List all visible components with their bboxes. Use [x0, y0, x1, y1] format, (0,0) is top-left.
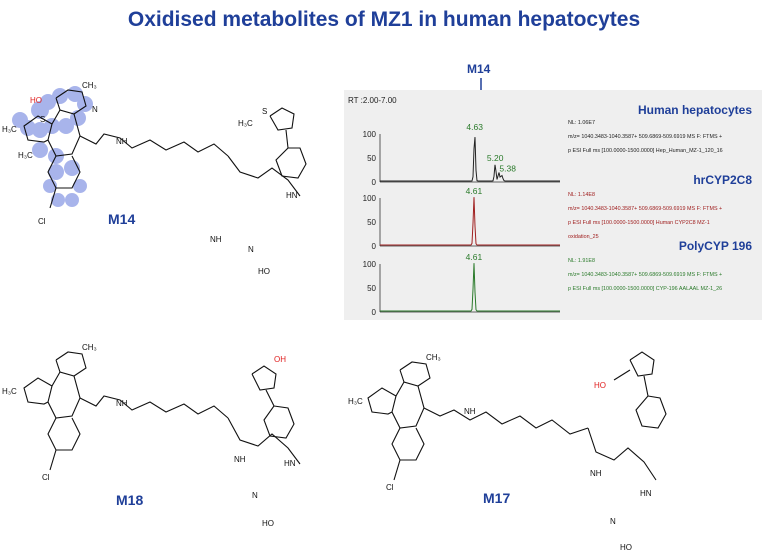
track-0-ytick: 100: [363, 130, 377, 139]
m18-ring-n: N: [252, 491, 258, 500]
peak-arrow-label: M14: [467, 62, 491, 76]
m18-hydroxyl-bottom: HO: [262, 519, 274, 528]
m18-amide-hn: HN: [284, 459, 296, 468]
m18-hydroxyl-label: OH: [274, 355, 286, 364]
m14-amide-hn2: HN: [286, 191, 298, 200]
track-0-peak-label: 5.38: [499, 163, 516, 173]
track-0-peak-label: 5.20: [487, 153, 504, 163]
track-0-name: Human hepatocytes: [638, 103, 752, 117]
m14-methyl-left: H₃C: [2, 125, 17, 134]
m17-methyl-left: H₃C: [348, 397, 363, 406]
m14-amide-hn: NH: [210, 235, 222, 244]
track-0-ytick: 50: [367, 154, 376, 163]
m17-amide-nh: NH: [464, 407, 476, 416]
track-0-ytick: 0: [372, 178, 377, 187]
m14-thiazole-s: S: [262, 107, 267, 116]
m18-methyl-top: CH₃: [82, 343, 97, 352]
label-m14: M14: [108, 211, 136, 227]
m14-sulfur: S: [40, 115, 45, 124]
track-0-trace: [380, 137, 560, 182]
molecule-m17: HO CH₃ H₃C Cl NH NH HN N HO: [348, 351, 667, 552]
m14-amide-nh: NH: [116, 137, 128, 146]
label-m18: M18: [116, 492, 144, 508]
m18-amide-nh: NH: [116, 399, 128, 408]
track-2-peak-label: 4.61: [466, 252, 483, 262]
track-2-ytick: 0: [372, 308, 377, 317]
track-1-name: hrCYP2C8: [693, 173, 752, 187]
track-0-info1: m/z= 1040.3483-1040.3587+ 509.6869-509.6…: [568, 134, 722, 140]
m18-amide-nh2: NH: [234, 455, 246, 464]
track-2-nl: NL: 1.91E8: [568, 258, 595, 264]
m17-amide-hn2: HN: [640, 489, 652, 498]
m14-hydroxyl-label: HO: [30, 96, 42, 105]
track-2-ytick: 100: [363, 260, 377, 269]
m17-hydroxyl-bottom: HO: [620, 543, 632, 552]
page-title: Oxidised metabolites of MZ1 in human hep…: [127, 8, 641, 31]
m14-chlorine: Cl: [38, 217, 46, 226]
track-1-info3: oxidation_25: [568, 234, 599, 240]
chromatogram-panel: [344, 90, 762, 320]
chromatogram: RT :2.00-7.00 100 50 0 4.63 5.205.38 Human he…: [348, 96, 752, 317]
track-1-trace: [380, 197, 560, 246]
molecule-m18: OH CH₃ H₃C Cl NH NH HN N HO: [2, 343, 301, 528]
molecule-m14: HO CH₃ H₃C H₃C Cl S N NH NH HN N HO S H₃…: [2, 81, 307, 276]
m17-hydroxyl-label: HO: [594, 381, 606, 390]
m14-ring-n: N: [248, 245, 254, 254]
track-2-trace: [380, 263, 560, 312]
track-1-nl: NL: 1.14E8: [568, 192, 595, 198]
track-1-info1: m/z= 1040.3483-1040.3587+ 509.6869-509.6…: [568, 206, 722, 212]
m14-hydroxyl-bottom: HO: [258, 267, 270, 276]
m17-ring-n: N: [610, 517, 616, 526]
m14-highlight: [12, 86, 93, 207]
track-2-info2: p ESI Full ms [100.0000-1500.0000] CYP-1…: [568, 286, 722, 292]
track-0-info2: p ESI Full ms [100.0000-1500.0000] Hep_H…: [568, 148, 723, 154]
label-m17: M17: [483, 490, 511, 506]
rt-label: RT :2.00-7.00: [348, 96, 397, 105]
track-2-ytick: 50: [367, 284, 376, 293]
track-0-nl: NL: 1.06E7: [568, 120, 595, 126]
track-2-name: PolyCYP 196: [679, 239, 752, 253]
m14-nitrogen: N: [92, 105, 98, 114]
m18-chlorine: Cl: [42, 473, 50, 482]
track-1-ytick: 50: [367, 218, 376, 227]
m18-methyl-left: H₃C: [2, 387, 17, 396]
m14-methyl-bottom: H₃C: [18, 151, 33, 160]
track-1-ytick: 0: [372, 242, 377, 251]
m14-thiazole-methyl: H₃C: [238, 119, 253, 128]
track-2-info1: m/z= 1040.3483-1040.3587+ 509.6869-509.6…: [568, 272, 722, 278]
m17-chlorine: Cl: [386, 483, 394, 492]
track-1-info2: p ESI Full ms [100.0000-1500.0000] Human…: [568, 220, 710, 226]
m14-methyl-top: CH₃: [82, 81, 97, 90]
track-1-peak-label: 4.61: [466, 186, 483, 196]
track-0-peak-label: 4.63: [466, 122, 483, 132]
m17-amide-hn: NH: [590, 469, 602, 478]
m17-methyl-top: CH₃: [426, 353, 441, 362]
track-1-ytick: 100: [363, 194, 377, 203]
